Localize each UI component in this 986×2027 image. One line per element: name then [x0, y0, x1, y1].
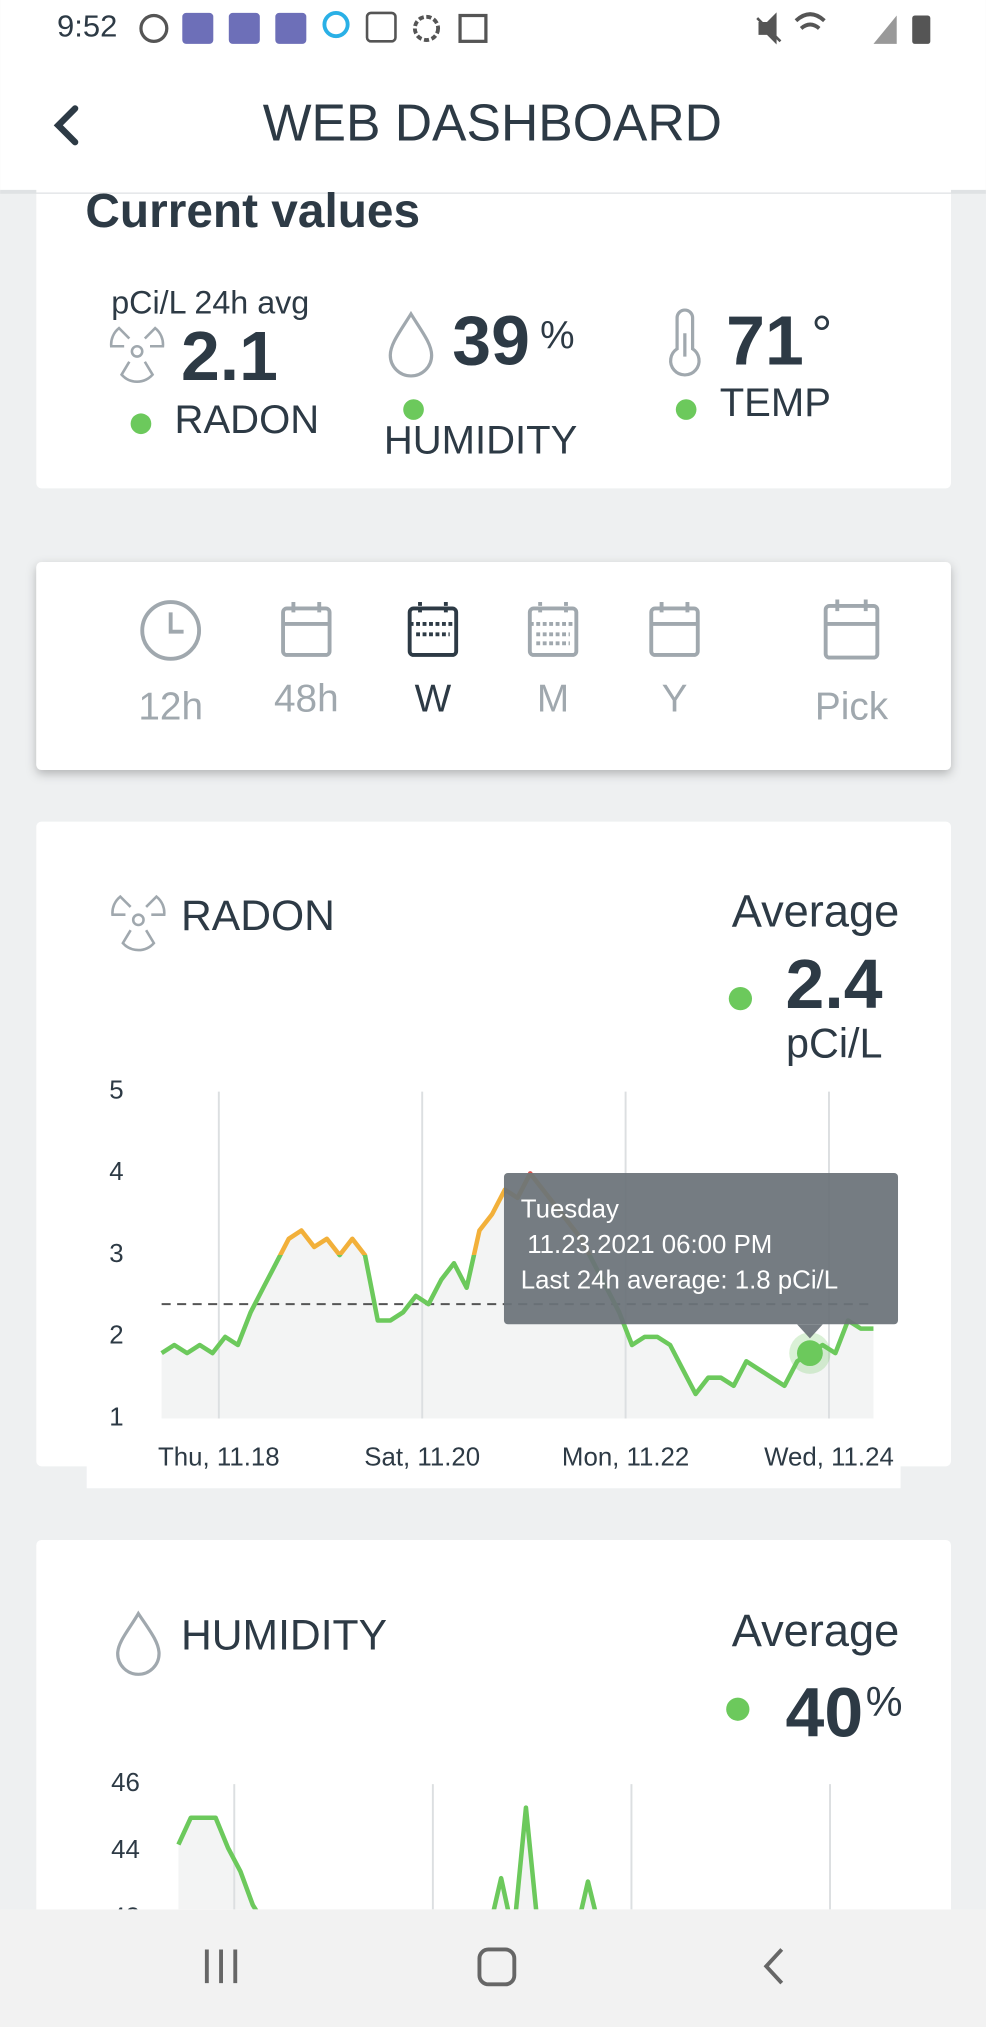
radon-label: RADON [175, 398, 320, 442]
range-option[interactable]: 48h [274, 678, 339, 721]
calendar-icon [649, 602, 700, 657]
time-range-card [36, 561, 951, 770]
average-value: 2.4 [786, 945, 883, 1023]
back-button[interactable] [53, 105, 79, 146]
charts: Thu, 11.18 Sat, 11.20 Mon, 11.22 Wed, 11.24… [109, 1076, 899, 1931]
status-dot [675, 399, 697, 420]
header-border [0, 192, 986, 194]
temperature-label: TEMP [720, 381, 831, 425]
range-icons [140, 599, 880, 661]
range-labels: 12h 48h W M Y Pick [138, 678, 888, 729]
radon-icon [111, 894, 166, 952]
thermometer-icon [669, 308, 701, 377]
chart-title: HUMIDITY [181, 1611, 387, 1659]
range-option[interactable]: M [537, 678, 569, 721]
range-option[interactable]: 12h [138, 685, 203, 728]
status-icon [275, 12, 307, 44]
humidity-label: HUMIDITY [384, 419, 577, 463]
y-tick-label: 4 [109, 1158, 123, 1186]
tooltip-pointer [796, 1324, 823, 1339]
average-label: Average [732, 886, 900, 937]
chart-title: RADON [181, 892, 335, 940]
y-tick-label: 46 [111, 1769, 140, 1797]
clock: 9:52 [57, 9, 117, 44]
page-title: WEB DASHBOARD [263, 93, 722, 151]
temperature-value: 71 [726, 302, 804, 380]
radon-caption: pCi/L 24h avg [111, 284, 309, 320]
x-tick-label: Thu, 11.18 [158, 1443, 280, 1471]
nav-bg [0, 1909, 986, 2027]
status-dot [130, 413, 152, 435]
data-line [176, 1805, 598, 1910]
status-icon [458, 13, 488, 43]
humidity-icon [116, 1610, 161, 1676]
status-icon [182, 12, 214, 44]
navigation-bar [0, 1909, 986, 2027]
axis-label-strip [86, 1421, 901, 1489]
calendar-icon [527, 602, 579, 657]
average-value: 40 [786, 1674, 864, 1752]
radon-icon [109, 326, 165, 383]
humidity-card [36, 1539, 951, 2027]
line-area [178, 1807, 874, 1910]
highlight-point [796, 1340, 823, 1367]
y-tick-label: 3 [109, 1240, 123, 1268]
status-dot [726, 1697, 750, 1721]
tooltip-line: Last 24h average: 1.8 pCi/L [521, 1266, 838, 1294]
temperature-unit: ° [811, 305, 832, 363]
radon-value: 2.1 [181, 317, 278, 395]
header-bg [0, 0, 986, 192]
back-nav-button[interactable] [763, 1948, 784, 1985]
calendar-icon [281, 602, 332, 657]
status-icon [365, 11, 397, 43]
y-tick-label: 1 [109, 1403, 123, 1431]
average-unit: pCi/L [786, 1020, 882, 1066]
tooltip-line: Tuesday [521, 1195, 619, 1223]
humidity-icon [388, 310, 434, 378]
y-tick-label: 44 [111, 1836, 140, 1864]
status-bar: 9:52 [0, 0, 986, 192]
tooltip-box [503, 1173, 899, 1325]
x-tick-label: Mon, 11.22 [562, 1443, 689, 1471]
tooltip: Tuesday 11.23.2021 06:00 PM Last 24h avera… [503, 1173, 899, 1339]
status-dot [728, 987, 753, 1011]
range-option[interactable]: Y [662, 678, 688, 721]
tooltip-line: 11.23.2021 06:00 PM [527, 1231, 772, 1259]
card-title: Current values [85, 185, 420, 238]
humidity-unit: % [540, 315, 574, 358]
recent-apps-button[interactable] [204, 1949, 238, 1984]
status-icon [794, 12, 826, 30]
chart: Thu, 11.18 Sat, 11.20 Mon, 11.22 Wed, 11.24… [109, 1076, 899, 1471]
humidity-value: 39 [452, 302, 530, 380]
range-option[interactable]: W [415, 678, 452, 721]
x-tick-label: Sat, 11.20 [364, 1443, 480, 1471]
x-tick-label: Wed, 11.24 [764, 1443, 894, 1471]
chart: 42 44 46 [111, 1769, 874, 1931]
y-tick-label: 5 [109, 1076, 123, 1104]
average-unit: % [866, 1679, 903, 1725]
status-icon [228, 12, 260, 44]
status-icon [412, 14, 441, 42]
current-values-card [36, 180, 951, 489]
y-tick-label: 42 [111, 1903, 140, 1931]
status-icon [139, 13, 169, 43]
calendar-icon [407, 602, 459, 657]
status-dot [403, 399, 424, 420]
status-icon [322, 10, 350, 39]
y-tick-label: 2 [109, 1322, 123, 1350]
clock-icon [140, 600, 202, 661]
calendar-icon [823, 599, 880, 660]
range-option[interactable]: Pick [815, 685, 889, 728]
status-icon [912, 15, 931, 44]
average-label: Average [732, 1605, 900, 1656]
home-button[interactable] [477, 1947, 517, 1987]
status-icon [756, 12, 782, 45]
